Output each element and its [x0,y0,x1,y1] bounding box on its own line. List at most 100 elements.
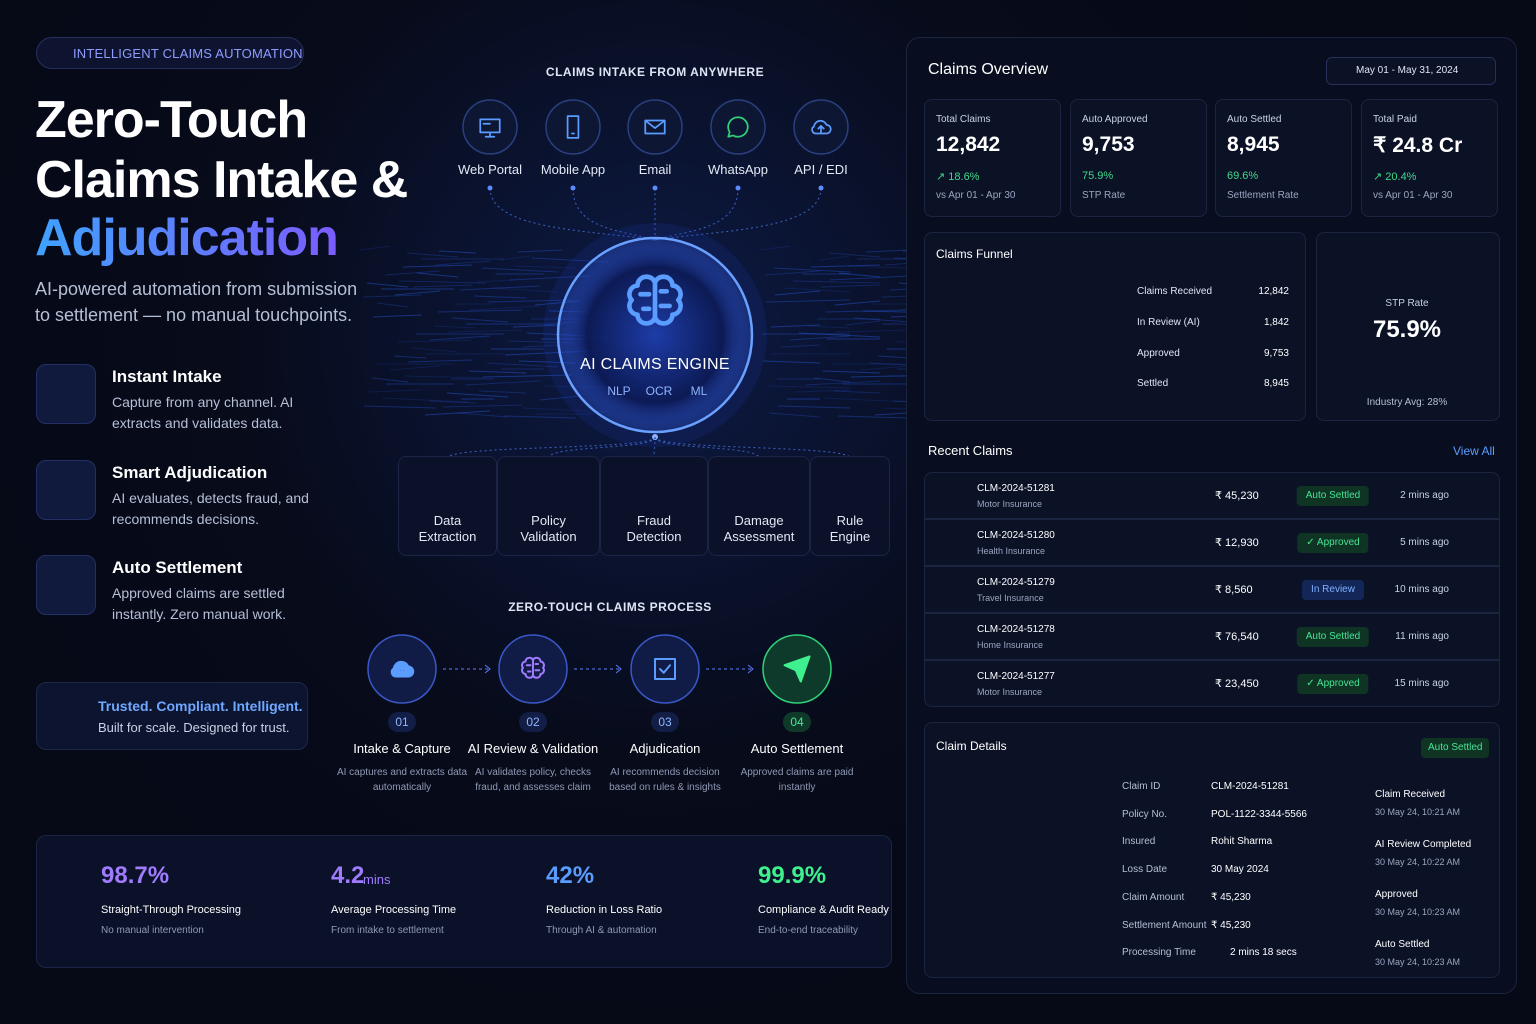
field-value: ₹ 45,230 [1211,891,1251,903]
kpi-change: 69.6% [1227,170,1259,182]
particle [877,355,911,359]
icon [783,655,811,683]
particle [828,252,881,258]
particle [363,405,437,409]
status-pill: Auto Settled [1296,486,1370,506]
stp-card [1316,232,1500,421]
particle [819,255,851,261]
particle [371,377,409,383]
section-title: Recent Claims [928,443,1013,458]
particle [411,347,459,353]
feature-title: Auto Settlement [112,558,243,577]
funnel-stage-value: 1,842 [1263,317,1289,328]
stat-title: Average Processing Time [331,904,457,916]
icon-path [811,119,832,135]
particle [464,380,541,386]
status-pill: ✓ Approved [1297,533,1369,553]
icon-path [566,115,580,139]
status-pill: Auto Settled [1421,738,1490,758]
particle [372,314,423,318]
engine-tag: NLP [607,384,631,398]
kpi-card card [1215,99,1352,217]
particle [844,320,881,326]
stat-value: 42% [546,862,595,889]
field-label: Processing Time [1122,947,1196,959]
step-number [783,712,811,732]
particle [762,360,821,364]
particle [477,279,513,283]
particle [834,300,881,306]
particle [438,250,477,254]
claim-row[interactable] [924,519,1500,566]
particle [822,370,881,374]
engine-title: AI CLAIMS ENGINE [580,356,730,373]
claim-amount: ₹ 8,560 [1215,584,1253,596]
view-all[interactable]: View All [1453,444,1495,458]
particle [491,287,559,293]
icon-path [521,656,545,679]
icon-path [390,660,415,678]
claim-time: 5 mins ago [1400,537,1449,548]
particle [469,305,541,311]
claim-time: 15 mins ago [1394,678,1449,689]
particle [838,272,881,278]
icon-path [644,119,666,135]
claim-row[interactable] [924,472,1500,519]
feature-icon-box [36,555,96,615]
engine-tag: ML [690,384,708,398]
stat-value: 4.2 [331,862,365,889]
particle [428,400,477,404]
hero-subtitle: AI-powered automation from submission to… [35,279,358,325]
particle [539,395,581,401]
particle [451,317,509,323]
connector [654,187,739,241]
particle [853,317,911,323]
particle [789,335,851,341]
claim-time: 10 mins ago [1394,584,1449,595]
feature-icon-box [36,364,96,424]
timeline-event: Auto Settled [1375,939,1430,950]
claim-row[interactable] [924,566,1500,613]
particle [503,415,577,419]
particle [442,404,523,408]
kpi-card card [1361,99,1498,217]
particle [792,280,881,284]
kpi-note: Settlement Rate [1227,190,1299,201]
particle [767,385,851,389]
particle [810,264,881,268]
particle [381,397,469,403]
particle [416,272,459,278]
field-value: CLM-2024-51281 [1211,781,1289,792]
claim-type: Travel Insurance [977,593,1044,603]
particle [847,265,911,269]
status-pill: ✓ Approved [1297,674,1369,694]
particle [780,344,821,348]
claim-row[interactable] [924,660,1500,707]
step-text: AI recommends decision based on rules & … [609,767,721,793]
trust-title: Trusted. Compliant. Intelligent. [98,698,303,714]
badge-text: INTELLIGENT CLAIMS AUTOMATION [73,46,303,61]
particle [403,375,487,379]
date-picker[interactable] [1326,57,1496,85]
icon-path [654,658,676,680]
particle [384,270,441,276]
feature-text: Approved claims are settled instantly. Z… [112,585,287,622]
stat-title: Compliance & Audit Ready [758,904,889,916]
kpi-note: STP Rate [1082,190,1126,201]
particle [825,309,911,313]
particle [837,415,911,419]
stat-text: No manual intervention [101,925,204,936]
particle [820,284,881,288]
claim-amount: ₹ 12,930 [1215,537,1259,549]
claim-amount: ₹ 45,230 [1215,490,1259,502]
claim-type: Health Insurance [977,546,1046,556]
step-title: Adjudication [629,741,701,756]
claim-row[interactable] [924,613,1500,660]
connector-dot [570,185,576,191]
feature-icon-box [36,460,96,520]
connector [653,436,656,459]
particle [393,355,427,359]
icon [811,119,832,135]
timeline-time: 30 May 24, 10:23 AM [1375,907,1461,917]
